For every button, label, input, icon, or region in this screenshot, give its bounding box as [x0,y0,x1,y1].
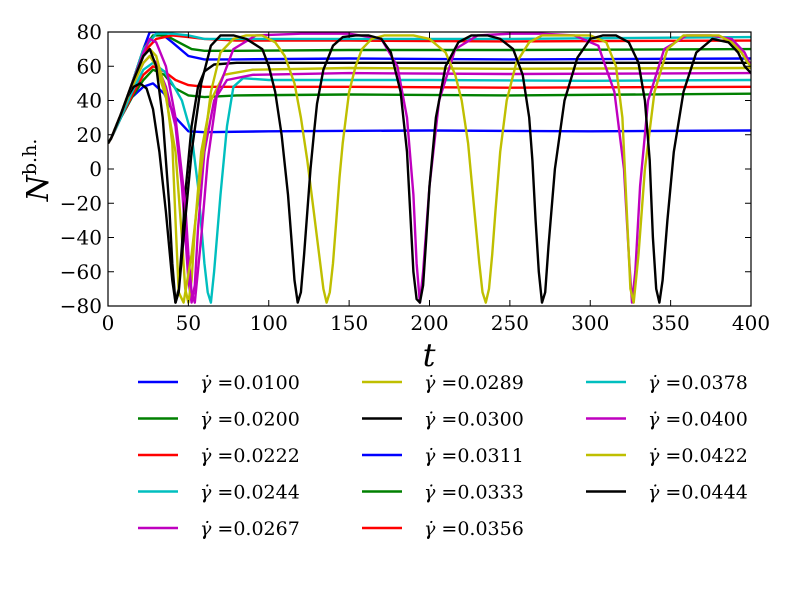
x-tick-label: 300 [571,311,609,335]
series-line-11 [108,32,751,304]
legend-value: 0.0422 [681,445,747,467]
legend-value: 0.0267 [233,518,299,540]
legend-entry-1: γ̇ =0.0200 [138,409,300,431]
ticks-layer: 0 50 100 150 200 250 300 350 400806040200−20−40−… [60,20,770,335]
legend-prefix: γ̇ = [200,409,233,431]
legend-entry-11: γ̇ =0.0400 [586,409,748,431]
legend-value: 0.0244 [233,482,299,504]
legend-value: 0.0200 [233,409,299,431]
legend-prefix: γ̇ = [424,409,457,431]
legend-entry-7: γ̇ =0.0311 [362,445,524,467]
svg-text:Nb.h.: Nb.h. [19,139,56,203]
y-tick-label: 0 [89,157,102,181]
x-tick-label: 150 [330,311,368,335]
legend-prefix: γ̇ = [200,445,233,467]
x-tick-label: 200 [410,311,448,335]
legend-entry-5: γ̇ =0.0289 [362,372,524,394]
legend-label: γ̇ =0.0444 [648,482,748,504]
legend-label: γ̇ =0.0311 [424,445,524,467]
legend-label: γ̇ =0.0200 [200,409,300,431]
series-layer [108,32,751,304]
x-tick-label: 250 [491,311,529,335]
legend-prefix: γ̇ = [648,482,681,504]
x-axis-label: t [423,336,436,374]
legend-value: 0.0300 [457,409,523,431]
legend-label: γ̇ =0.0244 [200,482,300,504]
legend-value: 0.0444 [681,482,747,504]
legend-entry-2: γ̇ =0.0222 [138,445,300,467]
legend-entry-12: γ̇ =0.0422 [586,445,748,467]
legend-value: 0.0311 [457,445,523,467]
legend-label: γ̇ =0.0300 [424,409,524,431]
y-tick-label: −60 [60,260,102,284]
legend-prefix: γ̇ = [200,372,233,394]
legend-entry-6: γ̇ =0.0300 [362,409,524,431]
legend-value: 0.0100 [233,372,299,394]
y-axis-label: Nb.h. [19,139,56,203]
legend-entry-4: γ̇ =0.0267 [138,518,300,540]
legend-value: 0.0400 [681,409,747,431]
legend-label: γ̇ =0.0333 [424,482,524,504]
legend-label: γ̇ =0.0222 [200,445,300,467]
series-line-3 [108,61,751,304]
legend-label: γ̇ =0.0289 [424,372,524,394]
legend-prefix: γ̇ = [424,482,457,504]
x-tick-label: 400 [732,311,770,335]
y-tick-label: 20 [77,123,102,147]
legend-value: 0.0333 [457,482,523,504]
legend-entry-3: γ̇ =0.0244 [138,482,300,504]
legend-prefix: γ̇ = [424,518,457,540]
series-line-12 [108,34,751,304]
legend-value: 0.0289 [457,372,523,394]
legend-entry-0: γ̇ =0.0100 [138,372,300,394]
x-tick-label: 0 [102,311,115,335]
legend-entry-8: γ̇ =0.0333 [362,482,524,504]
legend-prefix: γ̇ = [200,482,233,504]
y-tick-label: −40 [60,226,102,250]
x-tick-label: 100 [250,311,288,335]
legend-prefix: γ̇ = [648,409,681,431]
legend-label: γ̇ =0.0267 [200,518,300,540]
series-line-13 [108,34,751,304]
legend-label: γ̇ =0.0356 [424,518,524,540]
legend-value: 0.0222 [233,445,299,467]
legend-prefix: γ̇ = [424,372,457,394]
legend-label: γ̇ =0.0422 [648,445,748,467]
y-tick-label: 60 [77,54,102,78]
x-tick-label: 350 [652,311,690,335]
legend-prefix: γ̇ = [200,518,233,540]
legend-entry-9: γ̇ =0.0356 [362,518,524,540]
legend-prefix: γ̇ = [648,372,681,394]
legend-value: 0.0378 [681,372,747,394]
y-axis-label-superscript: b.h. [19,139,41,175]
legend-entry-13: γ̇ =0.0444 [586,482,748,504]
y-tick-label: −20 [60,191,102,215]
legend-prefix: γ̇ = [424,445,457,467]
legend-value: 0.0356 [457,518,523,540]
y-tick-label: 40 [77,89,102,113]
legend-prefix: γ̇ = [648,445,681,467]
y-tick-label: −80 [60,294,102,318]
legend-label: γ̇ =0.0100 [200,372,300,394]
legend-label: γ̇ =0.0378 [648,372,748,394]
legend-label: γ̇ =0.0400 [648,409,748,431]
y-axis-label-main: N [21,173,56,202]
y-tick-label: 80 [77,20,102,44]
x-tick-label: 50 [176,311,201,335]
legend-entry-10: γ̇ =0.0378 [586,372,748,394]
